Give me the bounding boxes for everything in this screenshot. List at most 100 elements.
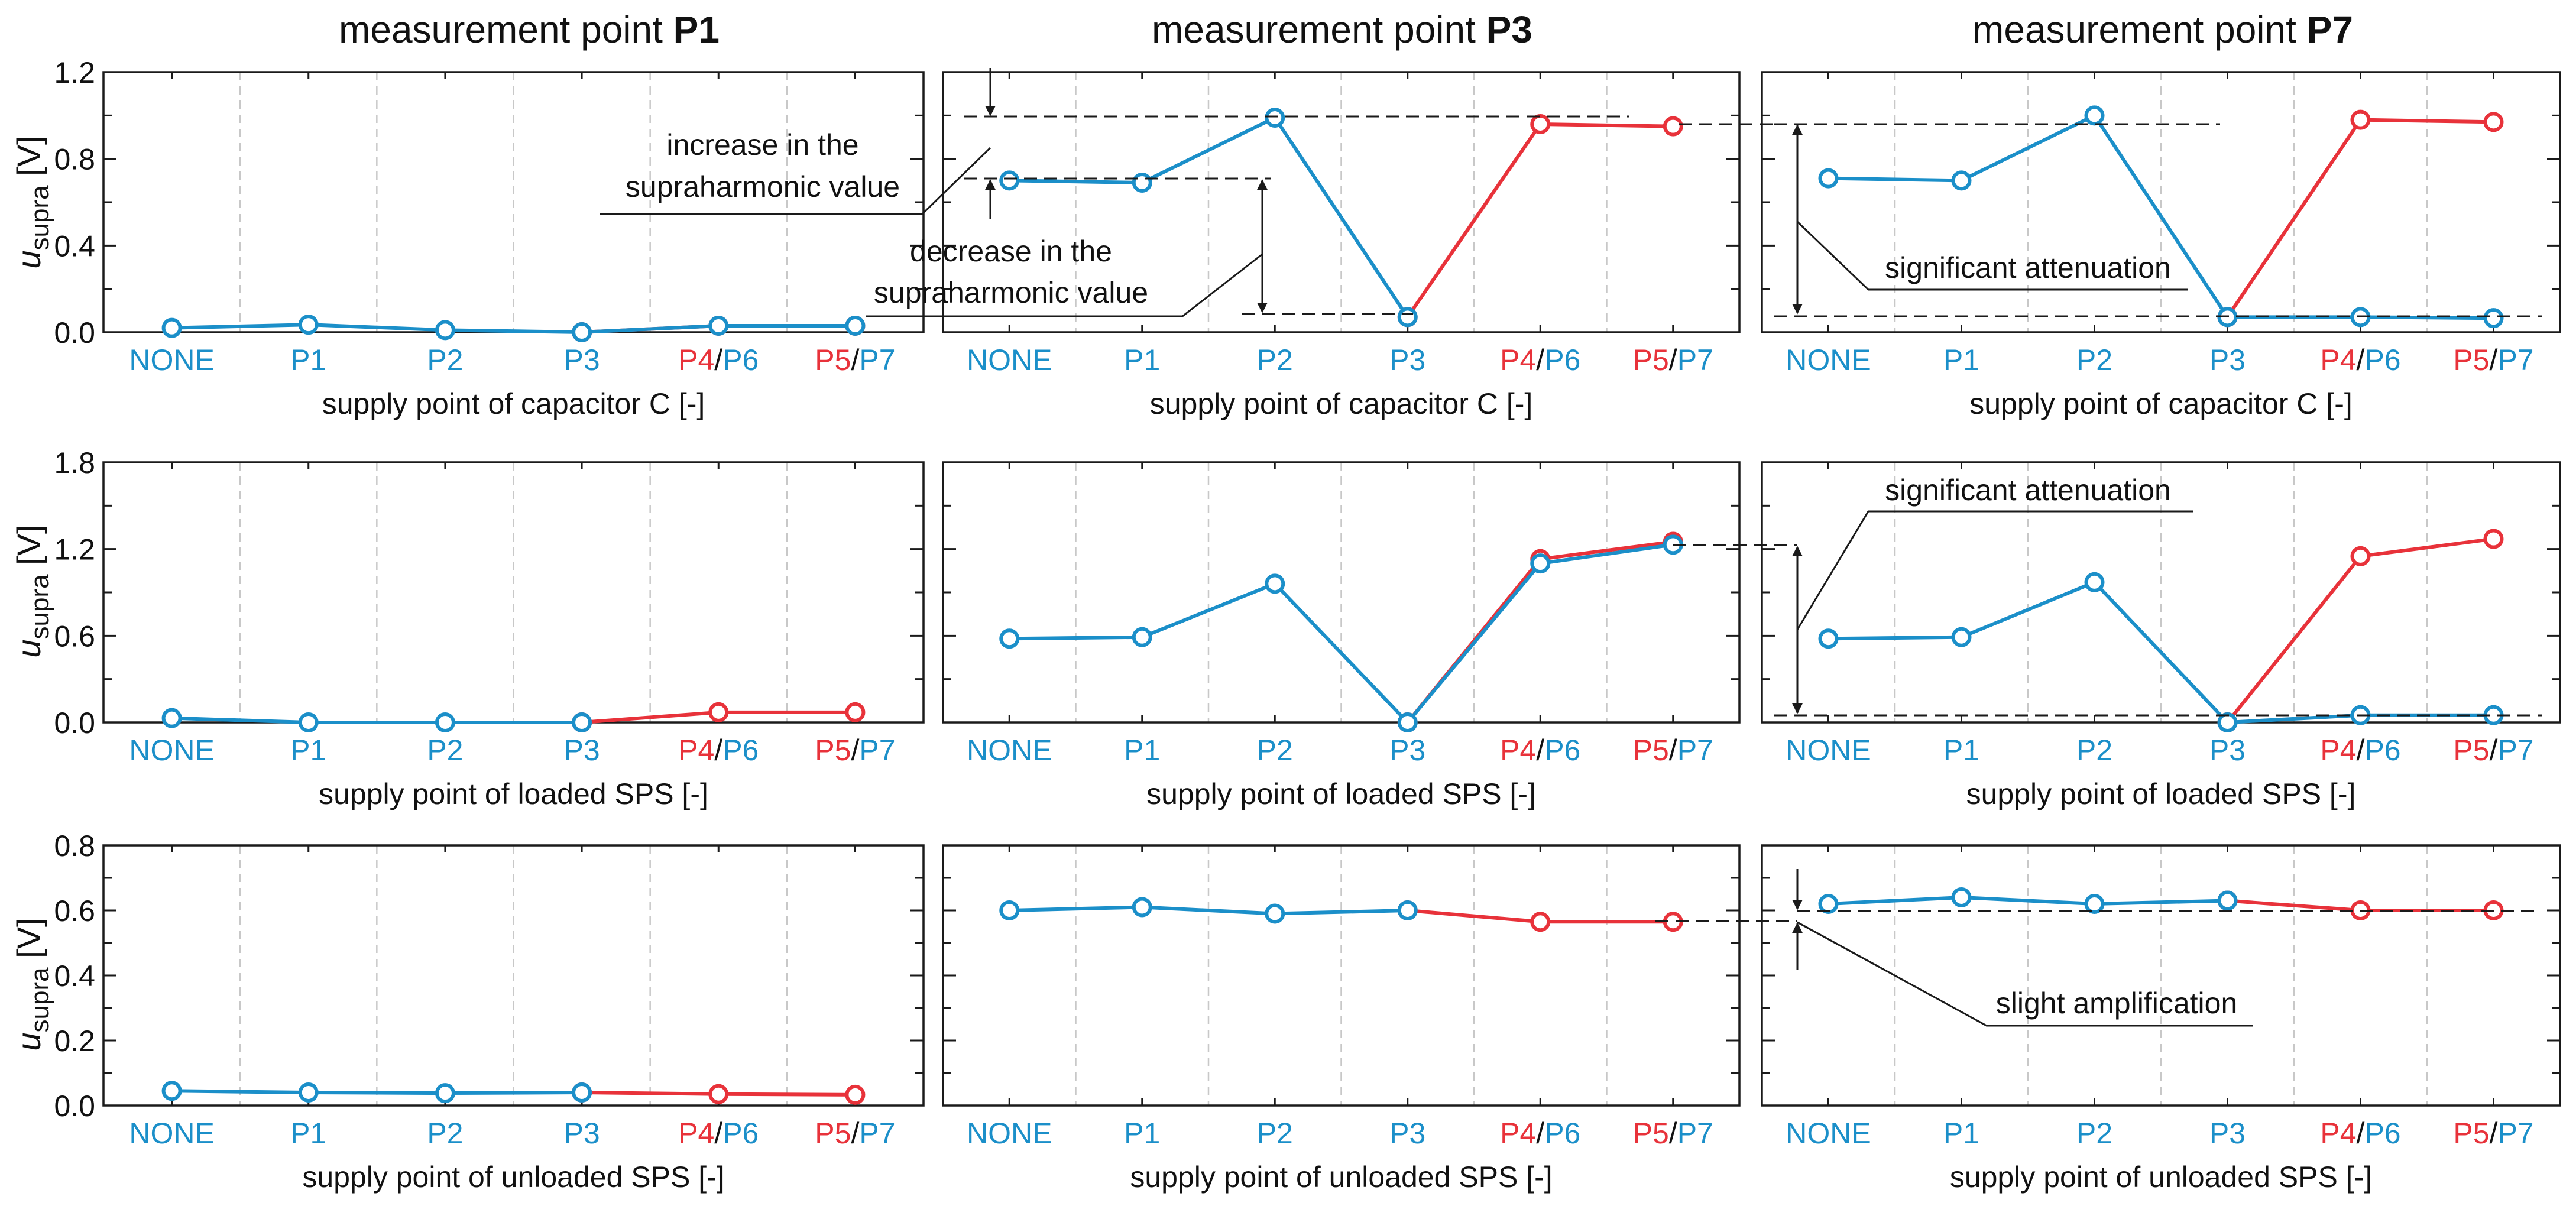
x-tick-label: P1 (1943, 734, 1979, 767)
data-point-blue (999, 900, 1020, 920)
data-point-red (708, 1084, 729, 1104)
x-tick-label: P5/P7 (815, 343, 895, 377)
series-line-red (1406, 122, 1673, 319)
col-title-p3: measurement point P3 (1152, 8, 1532, 51)
data-point-blue (2084, 894, 2105, 914)
x-axis-label: supply point of loaded SPS [-] (1146, 777, 1536, 810)
x-tick-label: NONE (129, 343, 214, 377)
data-point-blue (1132, 897, 1152, 918)
y-tick-label: 0.4 (54, 959, 95, 993)
data-point-blue (572, 1082, 592, 1103)
y-tick-label: 1.8 (54, 446, 95, 479)
panel-r1-c1: 0.0 0.4 0.8 1.2 NONE P1 P2 P3 P4/P6 P5/P7 supply p… (54, 56, 925, 420)
x-tick-label: P4/P6 (678, 734, 759, 767)
data-point-blue (1951, 627, 1972, 647)
y-tick-label: 0.8 (54, 829, 95, 863)
annot-atten-top: significant attenuation (1885, 251, 2171, 284)
series-line-blue (1009, 543, 1674, 724)
y-tick-label: 0.6 (54, 894, 95, 928)
x-tick-label: NONE (967, 1117, 1052, 1150)
x-tick-label: NONE (1786, 343, 1871, 377)
data-point-blue (1818, 894, 1839, 914)
annot-decrease-line1: decrease in the (910, 235, 1112, 268)
series-line-blue (1009, 905, 1408, 916)
x-tick-label: P4/P6 (1500, 343, 1580, 377)
annot-leader-atten-mid (1796, 510, 2193, 630)
annotation-labels: increase in the supraharmonic value decr… (626, 128, 2237, 1020)
svg-text:usupra [V]: usupra [V] (10, 524, 54, 657)
data-point-blue (298, 712, 319, 732)
panel-r2-c2: NONE P1 P2 P3 P4/P6 P5/P7 supply point of load… (942, 461, 1741, 810)
x-tick-label: P2 (427, 1117, 463, 1150)
x-tick-label: NONE (967, 343, 1052, 377)
x-tick-label: P1 (1943, 343, 1979, 377)
x-tick-label: P1 (1943, 1117, 1979, 1150)
x-axis-label: supply point of capacitor C [-] (322, 387, 705, 420)
panel-r1-c2: NONE P1 P2 P3 P4/P6 P5/P7 supply point of capa… (942, 71, 1741, 420)
x-tick-label: P3 (1389, 1117, 1425, 1150)
x-tick-label: NONE (1786, 1117, 1871, 1150)
y-tick-label: 0.0 (54, 316, 95, 349)
x-tick-label: P5/P7 (815, 734, 895, 767)
data-point-red (2350, 109, 2371, 130)
annot-increase-line1: increase in the (666, 128, 858, 161)
x-tick-label: P2 (427, 734, 463, 767)
series-line-blue (171, 323, 856, 334)
x-tick-label: P2 (2076, 343, 2112, 377)
x-tick-label: NONE (129, 1117, 214, 1150)
series-line-red (2226, 118, 2494, 319)
data-point-blue (298, 1082, 319, 1103)
x-tick-label: NONE (1786, 734, 1871, 767)
x-tick-label: P5/P7 (1633, 734, 1713, 767)
ylabel-row3: usupra [V] (10, 918, 54, 1051)
x-tick-label: P2 (427, 343, 463, 377)
data-point-blue (572, 712, 592, 732)
y-tick-label: 0.8 (54, 143, 95, 176)
data-point-blue (2217, 712, 2238, 732)
data-point-blue (435, 1083, 455, 1104)
series-line-blue (1828, 896, 2228, 906)
x-tick-label: P5/P7 (2453, 734, 2533, 767)
x-tick-label: P2 (1257, 1117, 1293, 1150)
data-point-blue (1397, 307, 1418, 328)
x-tick-label: P4/P6 (2320, 1117, 2400, 1150)
x-tick-label: P3 (563, 343, 600, 377)
series-line-red (2226, 537, 2494, 724)
y-tick-label: 0.0 (54, 706, 95, 740)
x-tick-label: P4/P6 (1500, 734, 1580, 767)
x-tick-label: P1 (290, 343, 326, 377)
series-line-blue (1828, 580, 2494, 724)
data-point-blue (999, 170, 1020, 191)
x-tick-label: NONE (129, 734, 214, 767)
x-tick-label: P1 (290, 1117, 326, 1150)
annot-leader-increase (600, 147, 991, 215)
data-point-blue (2217, 890, 2238, 911)
data-point-blue (1265, 108, 1285, 128)
data-point-blue (999, 628, 1020, 649)
x-tick-label: P2 (1257, 734, 1293, 767)
x-tick-label: P3 (2209, 734, 2246, 767)
data-point-blue (1951, 887, 1972, 907)
x-tick-label: P1 (1124, 1117, 1160, 1150)
x-tick-label: P3 (1389, 734, 1425, 767)
y-tick-label: 1.2 (54, 56, 95, 89)
col-title-p1: measurement point P1 (339, 8, 720, 51)
data-point-blue (1265, 573, 1285, 594)
col-title-p7: measurement point P7 (1972, 8, 2353, 51)
series-line-blue (1009, 116, 1409, 318)
x-tick-label: P3 (563, 734, 600, 767)
x-axis-label: supply point of loaded SPS [-] (1966, 777, 2356, 810)
panels: 0.0 0.4 0.8 1.2 NONE P1 P2 P3 P4/P6 P5/P7 supply p… (54, 56, 2561, 1194)
x-tick-label: NONE (967, 734, 1052, 767)
x-tick-label: P2 (2076, 734, 2112, 767)
x-axis-label: supply point of capacitor C [-] (1969, 387, 2353, 420)
x-tick-label: P1 (1124, 343, 1160, 377)
data-point-blue (161, 708, 182, 728)
y-tick-label: 0.0 (54, 1090, 95, 1123)
svg-text:usupra [V]: usupra [V] (10, 918, 54, 1051)
data-point-blue (298, 315, 319, 335)
data-point-red (845, 702, 866, 722)
ylabel-row1: usupra [V] (10, 135, 54, 268)
data-point-blue (161, 317, 182, 338)
